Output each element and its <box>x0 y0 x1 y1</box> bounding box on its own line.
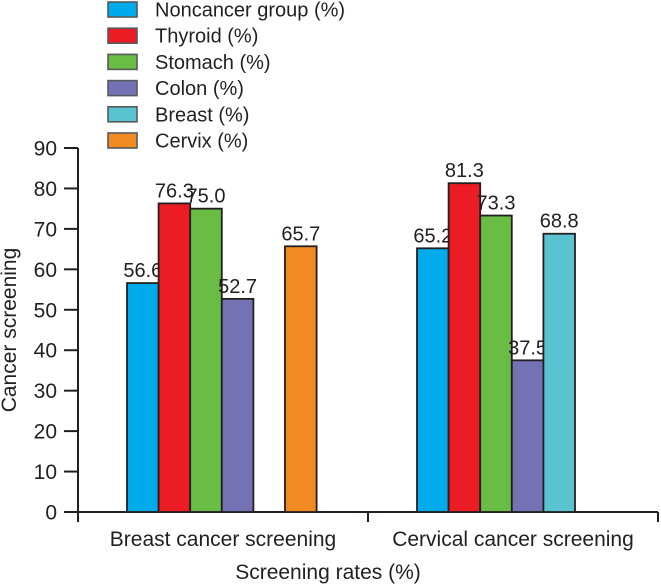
legend-label-thyroid: Thyroid (%) <box>155 26 258 48</box>
legend-swatch-thyroid <box>107 27 138 45</box>
bar-thyroid-group-1 <box>447 182 482 513</box>
bar-value-label: 65.2 <box>413 225 452 247</box>
y-tick-label: 60 <box>34 259 57 282</box>
bar-cervix-group-0 <box>284 245 318 513</box>
legend-swatch-colon <box>107 79 138 97</box>
legend-label-cervix: Cervix (%) <box>155 131 248 153</box>
y-tick-label: 50 <box>34 299 57 322</box>
x-axis-title: Screening rates (%) <box>235 561 421 584</box>
chart-generated-content: 0 10 20 30 40 50 60 70 80 90 56.6 65.2 76.3 81.3 75.0 7… <box>34 0 659 551</box>
legend-label-noncancer-group: Noncancer group (%) <box>155 0 345 22</box>
y-tick-label: 10 <box>34 461 57 484</box>
bar-value-label: 52.7 <box>218 276 257 298</box>
bar-value-label: 56.6 <box>123 260 162 282</box>
category-label-breast-cancer-screening: Breast cancer screening <box>110 528 336 551</box>
legend-swatch-breast <box>107 106 138 123</box>
y-tick-label: 0 <box>45 502 57 525</box>
y-axis-title: Cancer screening <box>0 248 21 413</box>
bar-value-label: 75.0 <box>187 186 226 208</box>
legend-label-stomach: Stomach (%) <box>155 52 271 74</box>
bar-value-label: 73.3 <box>477 193 516 215</box>
bar-noncancer-group-group-0 <box>126 282 160 513</box>
y-tick-label: 70 <box>34 218 57 241</box>
bar-stomach-group-1 <box>479 214 513 513</box>
bar-colon-group-1 <box>510 359 545 513</box>
legend-swatch-noncancer-group <box>107 1 138 18</box>
category-label-cervical-cancer-screening: Cervical cancer screening <box>392 528 634 551</box>
y-tick-label: 40 <box>34 340 57 363</box>
bar-value-label: 76.3 <box>155 180 194 202</box>
bar-noncancer-group-group-1 <box>416 247 450 513</box>
y-tick-label: 80 <box>34 178 57 201</box>
y-tick-label: 30 <box>34 380 57 403</box>
bar-value-label: 81.3 <box>445 160 484 182</box>
bar-colon-group-0 <box>220 297 255 513</box>
bar-breast-group-1 <box>542 232 576 513</box>
legend-swatch-cervix <box>107 132 138 149</box>
bar-value-label: 37.5 <box>508 337 547 359</box>
bar-value-label: 68.8 <box>540 211 579 233</box>
y-tick-label: 90 <box>34 138 57 161</box>
bar-stomach-group-0 <box>189 207 223 513</box>
legend-label-breast: Breast (%) <box>155 104 249 126</box>
legend-label-colon: Colon (%) <box>155 78 244 100</box>
bar-value-label: 65.7 <box>281 223 320 245</box>
y-tick-label: 20 <box>34 421 57 444</box>
legend-swatch-stomach <box>107 53 138 71</box>
bar-thyroid-group-0 <box>157 202 192 513</box>
